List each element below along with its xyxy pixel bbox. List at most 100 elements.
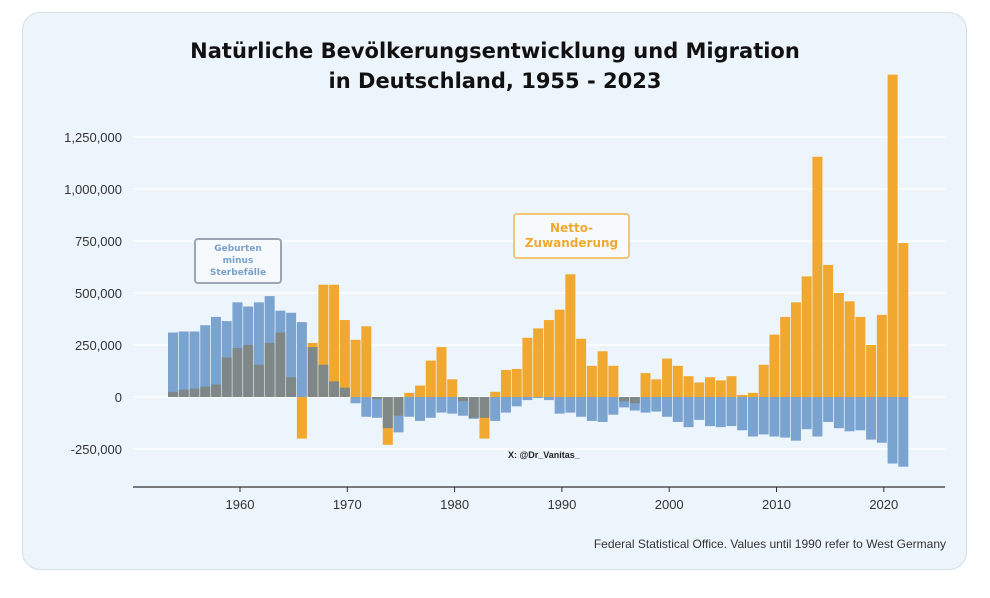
bar-natural-balance bbox=[415, 397, 426, 421]
title-line-2: in Deutschland, 1955 - 2023 bbox=[328, 69, 662, 93]
y-tick-label: 250,000 bbox=[75, 338, 122, 353]
bar-natural-balance bbox=[533, 397, 544, 399]
bar-natural-balance bbox=[758, 397, 769, 435]
bar-net-migration bbox=[597, 351, 608, 397]
x-tick-label: 1960 bbox=[226, 497, 255, 512]
bar-natural-balance bbox=[876, 397, 887, 443]
bar-natural-balance bbox=[866, 397, 877, 440]
bar-natural-balance bbox=[576, 397, 587, 417]
bar-natural-balance bbox=[662, 397, 673, 417]
bar-net-migration bbox=[511, 368, 522, 397]
bar-net-migration bbox=[651, 379, 662, 397]
bar-overlap bbox=[329, 381, 340, 397]
legend-natural-line: minus bbox=[222, 256, 254, 266]
bar-overlap bbox=[264, 342, 275, 397]
bar-natural-balance bbox=[565, 397, 576, 413]
bar-net-migration bbox=[436, 347, 447, 397]
x-tick-label: 2020 bbox=[869, 497, 898, 512]
bar-overlap bbox=[307, 347, 318, 397]
legend-migration-line: Netto- bbox=[550, 221, 593, 235]
bar-overlap bbox=[382, 397, 393, 429]
bar-net-migration bbox=[715, 380, 726, 397]
bar-overlap bbox=[168, 391, 178, 397]
bar-net-migration bbox=[876, 314, 887, 397]
bar-overlap bbox=[286, 377, 297, 397]
bar-natural-balance bbox=[683, 397, 694, 428]
bar-natural-balance bbox=[823, 397, 834, 422]
bar-natural-balance bbox=[855, 397, 866, 431]
bar-overlap bbox=[393, 397, 404, 416]
bar-net-migration bbox=[672, 365, 683, 397]
bar-net-migration bbox=[705, 377, 715, 397]
bar-natural-balance bbox=[833, 397, 844, 429]
title-line-1: Natürliche Bevölkerungsentwicklung und M… bbox=[190, 39, 800, 63]
bar-natural-balance bbox=[500, 397, 511, 413]
bar-natural-balance bbox=[780, 397, 791, 438]
chart-title: Natürliche Bevölkerungsentwicklung und M… bbox=[0, 36, 990, 96]
bar-net-migration bbox=[425, 360, 436, 397]
source-note: Federal Statistical Office. Values until… bbox=[593, 537, 946, 551]
bar-natural-balance bbox=[705, 397, 715, 427]
bar-net-migration bbox=[898, 243, 909, 397]
bar-natural-balance bbox=[436, 397, 447, 413]
watermark: X: @Dr_Vanitas_ bbox=[508, 450, 580, 460]
bar-natural-balance bbox=[425, 397, 436, 418]
bar-overlap bbox=[619, 397, 630, 402]
bar-net-migration bbox=[490, 391, 501, 397]
x-tick-label: 1990 bbox=[547, 497, 576, 512]
y-tick-label: 1,250,000 bbox=[64, 130, 122, 145]
bar-natural-balance bbox=[812, 397, 823, 437]
bar-net-migration bbox=[855, 316, 866, 397]
bar-natural-balance bbox=[597, 397, 608, 422]
bar-natural-balance bbox=[726, 397, 737, 427]
bar-net-migration bbox=[500, 369, 511, 397]
bar-natural-balance bbox=[350, 397, 361, 404]
bar-net-migration bbox=[329, 284, 340, 397]
bar-net-migration bbox=[726, 376, 737, 397]
bar-natural-balance bbox=[447, 397, 458, 414]
bar-natural-balance bbox=[200, 325, 211, 397]
bar-net-migration bbox=[833, 293, 844, 397]
bar-natural-balance bbox=[189, 331, 200, 397]
bar-net-migration bbox=[361, 326, 372, 397]
bar-net-migration bbox=[318, 284, 329, 397]
bar-natural-balance bbox=[629, 397, 640, 411]
bar-net-migration bbox=[823, 264, 834, 397]
bar-net-migration bbox=[866, 345, 877, 397]
bar-net-migration bbox=[812, 156, 823, 397]
bar-net-migration bbox=[415, 385, 426, 397]
bar-overlap bbox=[253, 364, 264, 397]
bar-natural-balance bbox=[210, 316, 221, 397]
x-tick-label: 1970 bbox=[333, 497, 362, 512]
bar-natural-balance bbox=[790, 397, 801, 441]
bar-natural-balance bbox=[608, 397, 619, 415]
bar-natural-balance bbox=[404, 397, 415, 417]
bar-natural-balance bbox=[898, 397, 909, 467]
bar-net-migration bbox=[662, 358, 673, 397]
bar-net-migration bbox=[350, 339, 361, 397]
bar-net-migration bbox=[576, 338, 587, 397]
bar-net-migration bbox=[404, 392, 415, 397]
bar-net-migration bbox=[780, 316, 791, 397]
bar-natural-balance bbox=[747, 397, 758, 437]
bar-natural-balance bbox=[651, 397, 662, 412]
bar-natural-balance bbox=[844, 397, 855, 432]
bar-natural-balance bbox=[586, 397, 597, 421]
bar-natural-balance bbox=[178, 331, 189, 397]
bar-natural-balance bbox=[511, 397, 522, 407]
bar-net-migration bbox=[608, 365, 619, 397]
x-tick-label: 1980 bbox=[440, 497, 469, 512]
bar-natural-balance bbox=[253, 302, 264, 397]
bar-overlap bbox=[221, 357, 232, 397]
y-tick-label: 750,000 bbox=[75, 234, 122, 249]
bar-natural-balance bbox=[694, 397, 705, 420]
bar-overlap bbox=[339, 387, 350, 397]
legend-net-migration: Netto- Zuwanderung bbox=[513, 213, 630, 259]
bar-net-migration bbox=[296, 397, 307, 439]
bar-net-migration bbox=[887, 74, 898, 397]
legend-natural-line: Sterbefälle bbox=[209, 268, 267, 278]
bar-net-migration bbox=[737, 394, 748, 397]
bar-overlap bbox=[468, 397, 479, 418]
bar-natural-balance bbox=[457, 397, 468, 416]
